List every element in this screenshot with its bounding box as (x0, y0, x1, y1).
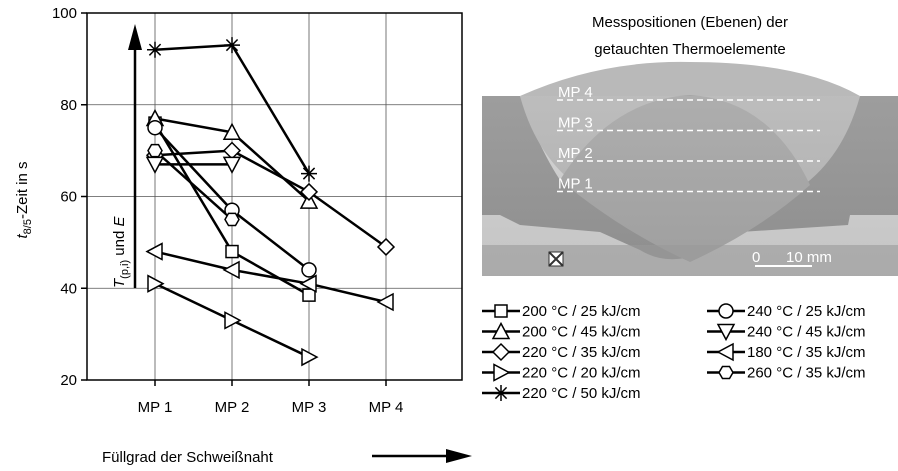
legend-label: 220 °C / 35 kJ/cm (522, 344, 641, 361)
marker (716, 342, 734, 362)
marker (718, 365, 734, 380)
marker (301, 262, 317, 278)
series-line (154, 250, 387, 304)
marker (299, 274, 317, 293)
marker (147, 119, 163, 136)
y-label-t: t (14, 233, 31, 238)
series-line (154, 149, 233, 221)
marker (376, 237, 396, 257)
annotation-arrow-head (128, 24, 142, 50)
annotation-e: E (111, 216, 128, 227)
marker (376, 292, 394, 312)
legend-label: 240 °C / 25 kJ/cm (747, 303, 866, 320)
marker (301, 165, 317, 182)
level-label: MP 4 (558, 84, 593, 101)
marker (716, 323, 736, 342)
marker (493, 385, 509, 401)
marker (299, 182, 319, 201)
y-tick-label: 80 (60, 97, 77, 114)
annotation: T(p,i) und E (111, 216, 131, 289)
marker (147, 274, 165, 293)
marker (491, 321, 511, 340)
annotation-sub: (p,i) (119, 260, 131, 279)
legend-label: 200 °C / 25 kJ/cm (522, 303, 641, 320)
y-axis-label: t8/5-Zeit in s (14, 162, 34, 239)
y-label-rest: -Zeit in s (14, 162, 31, 220)
scale-zero: 0 (752, 249, 760, 266)
x-tick-label: MP 3 (292, 399, 327, 416)
level-label: MP 2 (558, 145, 593, 162)
y-tick-label: 100 (52, 5, 77, 22)
y-tick-label: 20 (60, 372, 77, 389)
marker (222, 122, 242, 141)
legend-label: 240 °C / 45 kJ/cm (747, 324, 866, 341)
x-axis-label: Füllgrad der Schweißnaht (102, 449, 274, 466)
x-tick-label: MP 2 (215, 399, 250, 416)
annotation-rest: und (111, 227, 128, 260)
legend-label: 200 °C / 45 kJ/cm (522, 324, 641, 341)
annotation-t: T (111, 277, 128, 288)
level-label: MP 1 (558, 176, 593, 193)
scale-label: 10 mm (786, 249, 832, 266)
marker (224, 311, 242, 330)
marker (222, 141, 242, 160)
series-line (154, 149, 387, 248)
y-label-sub: 8/5 (22, 219, 34, 234)
marker (224, 212, 240, 227)
marker (302, 288, 316, 302)
image-title: Messpositionen (Ebenen) der (592, 14, 788, 31)
level-label: MP 3 (558, 115, 593, 132)
marker (491, 342, 511, 362)
marker (147, 143, 163, 158)
y-tick-label: 60 (60, 189, 77, 206)
marker (224, 37, 240, 54)
marker (147, 41, 163, 58)
marker (145, 242, 163, 261)
image-title: getauchten Thermoelemente (594, 41, 786, 58)
legend-label: 260 °C / 35 kJ/cm (747, 365, 866, 382)
marker (718, 303, 734, 319)
x-tick-label: MP 4 (369, 399, 404, 416)
marker (301, 347, 319, 367)
marker (222, 260, 240, 280)
legend-label: 220 °C / 50 kJ/cm (522, 385, 641, 402)
marker (222, 156, 242, 174)
x-tick-label: MP 1 (138, 399, 173, 416)
legend-label: 220 °C / 20 kJ/cm (522, 365, 641, 382)
legend-label: 180 °C / 35 kJ/cm (747, 344, 866, 361)
y-tick-label: 40 (60, 280, 77, 297)
x-arrow-head (446, 449, 472, 463)
micrograph (482, 61, 898, 276)
marker (225, 244, 239, 259)
marker (494, 304, 508, 318)
marker (493, 363, 511, 382)
